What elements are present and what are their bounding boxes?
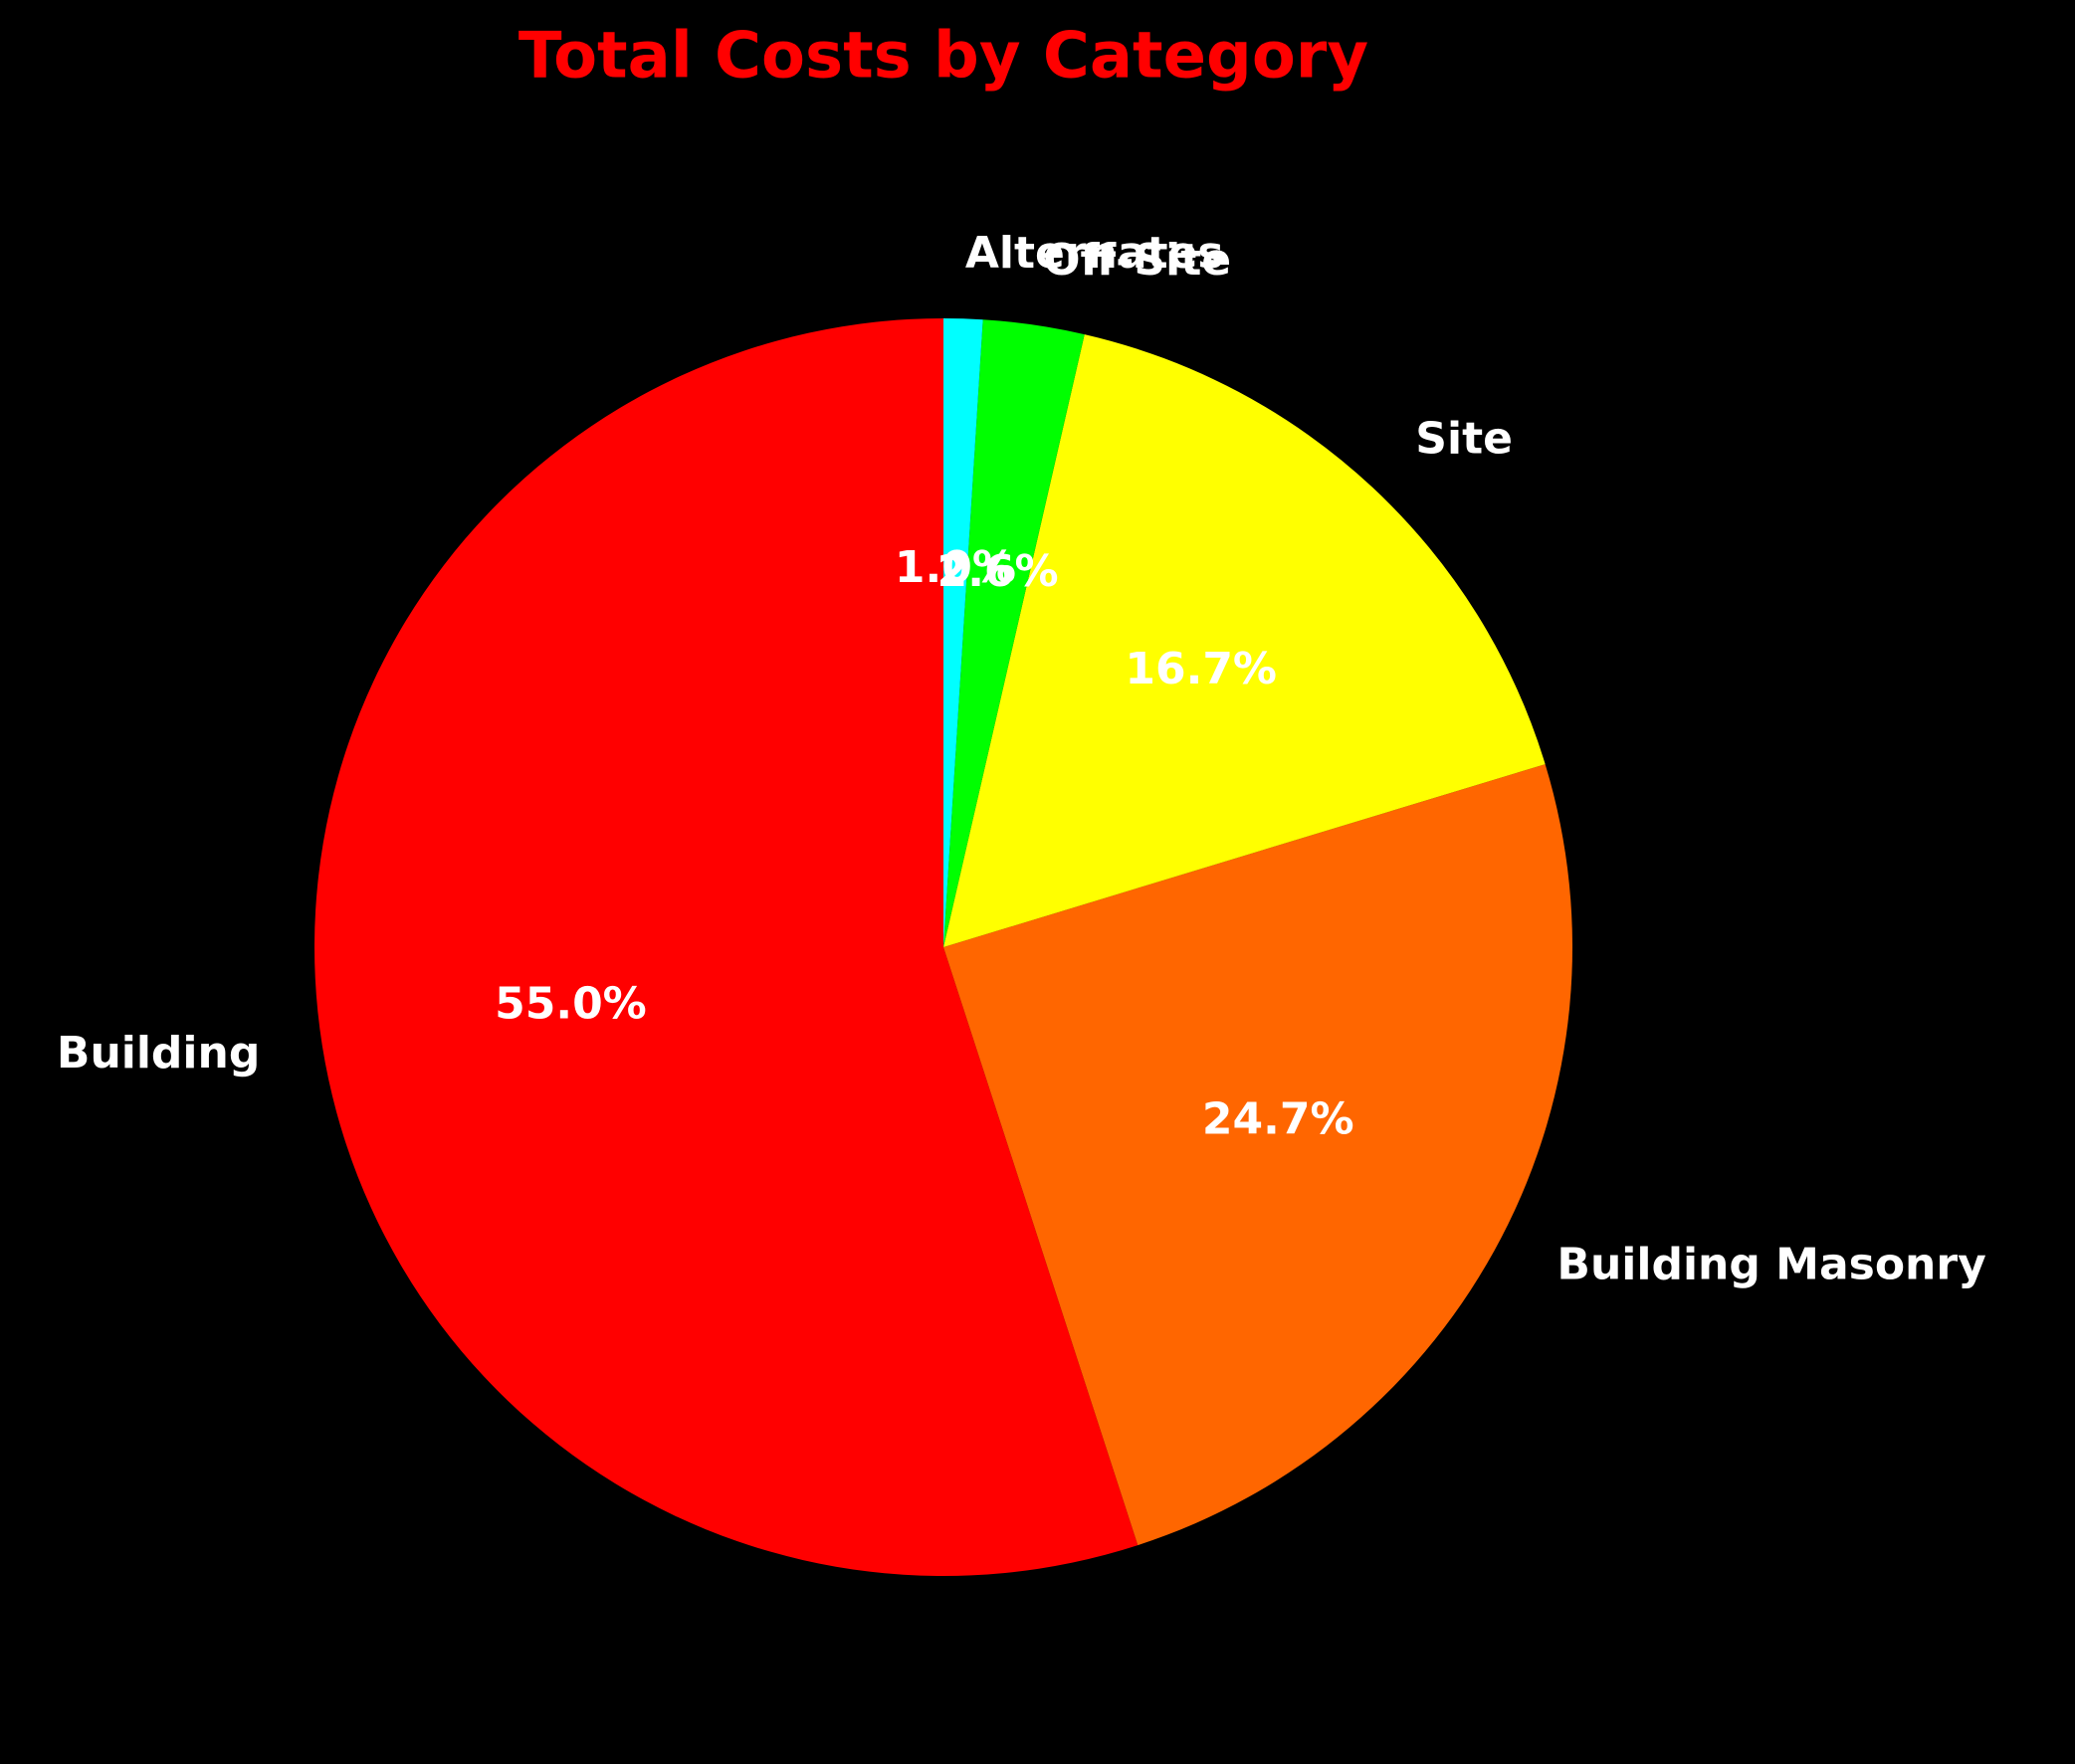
- pie-slice: [943, 764, 1572, 1546]
- slice-label: Alternates: [965, 228, 1224, 279]
- pie-slice: [314, 318, 1139, 1576]
- chart-title: Total Costs by Category: [519, 20, 1368, 94]
- value-label: 2.6%: [937, 546, 1059, 597]
- value-label: 24.7%: [1202, 1093, 1354, 1144]
- value-label: 1.0%: [895, 542, 1016, 593]
- slice-label: Site: [1415, 414, 1513, 465]
- pie-slice: [943, 319, 1085, 948]
- slice-label: Building: [57, 1028, 260, 1078]
- pie-slice: [943, 318, 983, 947]
- pie-slice: [943, 334, 1546, 948]
- slice-label: Off-Site: [1043, 235, 1231, 286]
- slice-label: Building Masonry: [1556, 1239, 1985, 1289]
- value-label: 55.0%: [495, 978, 647, 1029]
- value-label: 16.7%: [1125, 644, 1277, 694]
